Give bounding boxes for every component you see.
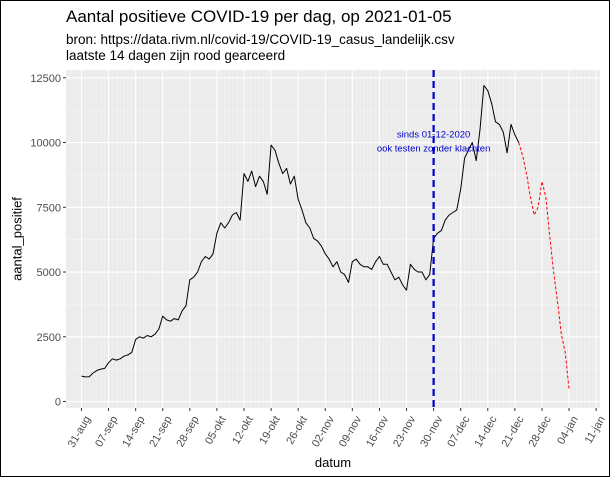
x-tick-label: 26-okt [284, 414, 310, 446]
x-tick-label: 12-okt [230, 414, 256, 446]
x-tick-label: 28-dec [527, 414, 554, 450]
series-group [81, 85, 570, 389]
annotation-text: ook testen zonder klachten [377, 144, 491, 155]
x-tick-label: 21-dec [499, 414, 526, 450]
x-tick-label: 28-sep [174, 414, 201, 449]
y-tick-label: 7500 [37, 202, 61, 214]
x-tick-label: 21-sep [147, 414, 174, 449]
chart-subtitle-source: bron: https://data.rivm.nl/covid-19/COVI… [66, 32, 455, 47]
x-tick-label: 07-dec [445, 414, 472, 450]
annotation-group: sinds 01-12-2020 ook testen zonder klacht… [377, 129, 491, 154]
y-axis-title: aantal_positief [9, 197, 24, 281]
y-tick-label: 0 [55, 397, 61, 409]
x-tick-label: 07-sep [93, 414, 120, 449]
x-tick-label: 02-nov [310, 414, 337, 450]
x-tick-label: 04-jan [555, 414, 581, 446]
y-tick-label: 10000 [30, 138, 61, 150]
x-tick-label: 09-nov [337, 414, 364, 450]
annotation-text: sinds 01-12-2020 [397, 129, 470, 140]
series-line-observed [81, 85, 520, 378]
x-tick-label: 31-aug [66, 414, 94, 450]
x-tick-label: 30-nov [418, 414, 445, 450]
y-tick-label: 5000 [37, 267, 61, 279]
x-tick-label: 19-okt [257, 414, 283, 446]
x-tick-label: 11-jan [583, 414, 608, 446]
grid-major [66, 70, 600, 408]
y-tick-label: 2500 [37, 332, 61, 344]
y-tick-label: 12500 [30, 73, 61, 85]
x-tick-label: 14-sep [120, 414, 147, 449]
x-tick-label: 23-nov [391, 414, 418, 450]
chart-subtitle-note: laatste 14 dagen zijn rood gearceerd [66, 48, 286, 63]
x-tick-label: 14-dec [472, 414, 499, 450]
x-tick-label: 16-nov [364, 414, 391, 450]
x-tick-label: 05-okt [203, 414, 229, 446]
x-axis-title: datum [315, 455, 351, 470]
chart-title: Aantal positieve COVID-19 per dag, op 20… [66, 7, 452, 26]
series-line-last-14-days [518, 142, 570, 389]
